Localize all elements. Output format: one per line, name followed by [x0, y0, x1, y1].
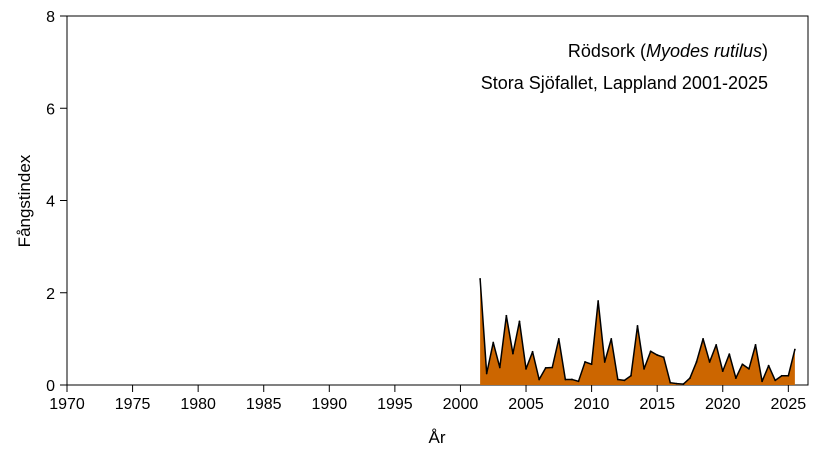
x-tick-label-2020: 2020 — [705, 396, 741, 413]
data-point-2016.5 — [675, 382, 678, 385]
y-tick-label-4: 4 — [46, 194, 55, 211]
data-point-2005 — [525, 367, 527, 370]
x-tick-label-2015: 2015 — [639, 396, 675, 413]
data-point-2021.5 — [741, 363, 744, 366]
data-point-2013 — [630, 374, 632, 377]
data-point-2002 — [485, 372, 488, 375]
data-point-2004.5 — [518, 320, 521, 323]
x-tick-label-1970: 1970 — [49, 396, 85, 413]
data-point-2010.5 — [597, 300, 600, 302]
data-point-2011.5 — [610, 337, 613, 340]
y-tick-label-2: 2 — [46, 286, 55, 303]
data-point-2022 — [748, 367, 750, 370]
data-point-2018.5 — [702, 337, 704, 340]
y-axis-title: Fångstindex — [15, 154, 34, 247]
x-tick-label-2000: 2000 — [443, 396, 479, 413]
title-prefix: Rödsork ( — [568, 41, 646, 61]
data-point-2023 — [761, 380, 763, 383]
data-point-2016 — [669, 381, 672, 384]
y-axis-ticks: 0 2 4 6 8 — [46, 9, 67, 395]
y-tick-label-6: 6 — [46, 101, 55, 118]
data-point-2002.5 — [492, 341, 495, 344]
data-point-2012.5 — [623, 379, 626, 382]
x-axis-title: År — [429, 428, 446, 447]
data-point-2019.5 — [715, 343, 718, 346]
data-point-2014.5 — [649, 350, 652, 353]
x-tick-label-1990: 1990 — [312, 396, 348, 413]
y-tick-label-0: 0 — [46, 378, 55, 395]
data-point-2014 — [643, 367, 645, 370]
chart-title-line1: Rödsork (Myodes rutilus) — [568, 41, 768, 61]
x-axis-ticks: 1970 1975 1980 1985 1990 1995 2000 2005 2010 2015… — [49, 385, 806, 413]
data-point-2003 — [498, 366, 501, 369]
data-point-2003.5 — [505, 314, 508, 317]
data-point-2017 — [682, 383, 685, 385]
x-tick-label-1985: 1985 — [246, 396, 282, 413]
data-point-2007 — [551, 366, 554, 369]
data-point-2018 — [695, 361, 698, 363]
x-tick-label-1975: 1975 — [115, 396, 151, 413]
data-point-2005.5 — [531, 350, 534, 353]
data-point-2011 — [603, 361, 606, 363]
x-tick-label-2025: 2025 — [771, 396, 807, 413]
series-area-fill — [480, 278, 795, 385]
data-point-2006.5 — [544, 367, 547, 369]
data-point-2010 — [590, 363, 593, 366]
data-point-2012 — [616, 378, 619, 381]
title-suffix: ) — [762, 41, 768, 61]
x-tick-label-2005: 2005 — [508, 396, 544, 413]
data-point-2020 — [721, 370, 724, 373]
chart-title-line2: Stora Sjöfallet, Lappland 2001-2025 — [481, 73, 768, 93]
data-point-2021 — [734, 377, 737, 379]
y-tick-label-8: 8 — [46, 9, 55, 26]
data-point-2024 — [774, 379, 777, 382]
data-point-2013.5 — [636, 325, 639, 327]
data-point-2024.5 — [780, 374, 783, 377]
plot-frame — [66, 15, 809, 386]
x-tick-label-1980: 1980 — [180, 396, 216, 413]
area-series — [479, 278, 796, 385]
data-point-2009.5 — [584, 361, 586, 363]
data-point-2001.5 — [479, 278, 482, 280]
data-point-2025.5 — [793, 348, 796, 351]
data-point-2008.5 — [571, 378, 573, 381]
data-point-2019 — [708, 361, 711, 363]
data-point-2004 — [512, 352, 514, 355]
data-point-2017.5 — [689, 377, 691, 379]
data-point-2020.5 — [728, 353, 731, 355]
data-point-2025 — [787, 374, 790, 377]
data-point-2007.5 — [557, 337, 560, 340]
data-point-2015.5 — [662, 356, 665, 359]
data-point-2009 — [577, 380, 580, 383]
data-point-2023.5 — [767, 364, 770, 367]
title-species: Myodes rutilus — [646, 41, 762, 61]
data-point-2022.5 — [754, 343, 757, 346]
data-point-2015 — [656, 354, 659, 356]
data-point-2008 — [564, 378, 567, 381]
x-tick-label-1995: 1995 — [377, 396, 413, 413]
data-point-2006 — [538, 378, 541, 381]
x-tick-label-2010: 2010 — [574, 396, 610, 413]
